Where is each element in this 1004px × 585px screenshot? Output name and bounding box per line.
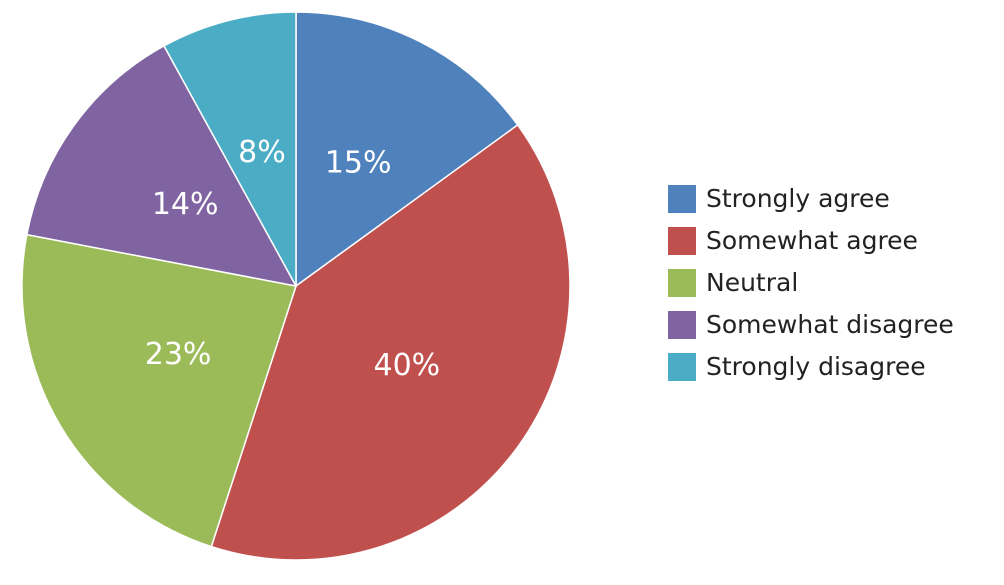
legend-swatch [668,227,696,255]
legend-swatch [668,269,696,297]
legend-label: Neutral [706,268,798,297]
data-label: 23% [145,337,212,372]
legend-swatch [668,311,696,339]
data-label: 15% [325,145,392,180]
legend-swatch [668,353,696,381]
pie-slice [295,11,519,288]
data-label: 40% [373,348,440,383]
legend-label: Somewhat disagree [706,310,954,339]
legend-swatch [668,185,696,213]
pie-slice [162,11,297,287]
legend-label: Strongly disagree [706,352,926,381]
pie-slice [25,44,298,288]
legend-label: Strongly agree [706,184,890,213]
pie-slice [21,233,297,548]
data-label: 8% [238,135,286,170]
data-label: 14% [152,187,219,222]
legend-label: Somewhat agree [706,226,918,255]
pie-slice [210,123,571,561]
